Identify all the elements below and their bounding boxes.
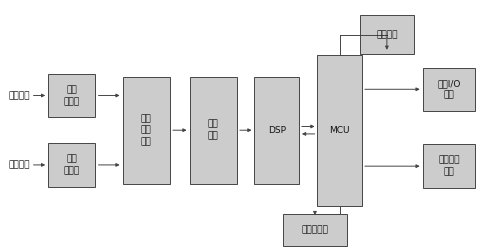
Text: 交流电流: 交流电流 <box>8 160 30 169</box>
Text: DSP: DSP <box>268 126 286 135</box>
Text: 信号
调整
电路: 信号 调整 电路 <box>141 114 152 147</box>
Text: 本地I/O
设备: 本地I/O 设备 <box>437 79 461 100</box>
Bar <box>423 144 475 188</box>
Bar <box>423 67 475 111</box>
Bar <box>189 77 237 184</box>
Text: MCU: MCU <box>329 126 350 135</box>
Text: 交流电压: 交流电压 <box>8 91 30 100</box>
Bar <box>360 15 414 54</box>
Text: 电压
传感器: 电压 传感器 <box>64 85 80 106</box>
Text: 采样
电路: 采样 电路 <box>208 120 219 141</box>
Text: 硬件时钟: 硬件时钟 <box>376 30 398 39</box>
Text: 数据存储器: 数据存储器 <box>302 226 328 235</box>
Text: 电流
传感器: 电流 传感器 <box>64 155 80 175</box>
Bar <box>283 214 347 246</box>
Bar <box>254 77 299 184</box>
Bar <box>48 74 95 117</box>
Bar <box>317 55 362 206</box>
Text: 远程通信
模块: 远程通信 模块 <box>438 156 460 177</box>
Bar <box>123 77 170 184</box>
Bar <box>48 143 95 186</box>
